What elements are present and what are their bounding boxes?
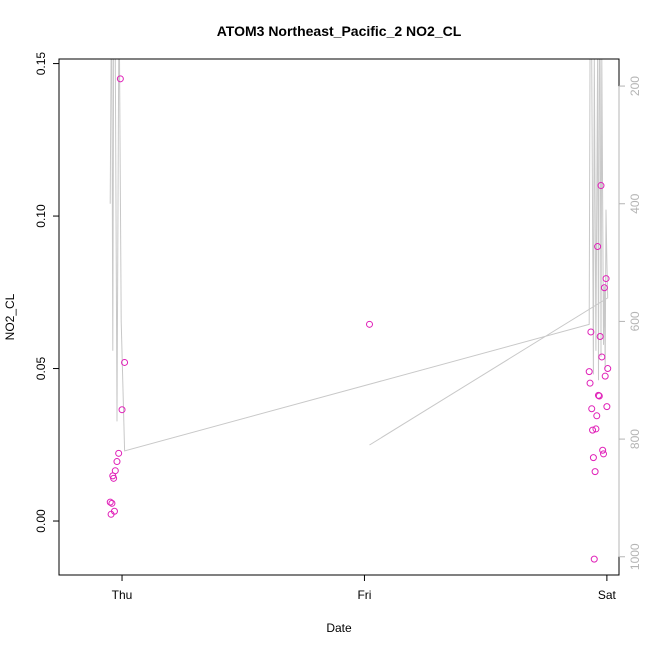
data-point: [594, 243, 602, 251]
y2-tick-label: 400: [628, 193, 642, 213]
data-point: [596, 333, 604, 341]
y2-tick-label: 600: [628, 311, 642, 331]
x-axis-label: Date: [326, 621, 352, 635]
data-point: [118, 406, 126, 414]
y-tick-label: 0.10: [34, 204, 48, 228]
data-point: [588, 405, 596, 413]
data-point: [598, 353, 606, 361]
data-point: [595, 392, 603, 400]
data-point: [366, 320, 374, 328]
data-point: [121, 358, 129, 366]
data-point: [589, 454, 597, 462]
chart-title: ATOM3 Northeast_Pacific_2 NO2_CL: [217, 23, 462, 39]
data-point: [587, 328, 595, 336]
y-tick-label: 0.05: [34, 357, 48, 381]
y2-tick-label: 800: [628, 429, 642, 449]
x-tick-label: Fri: [357, 588, 371, 602]
y-axis-label: NO2_CL: [3, 293, 17, 340]
data-point: [113, 458, 121, 466]
y-tick-label: 0.15: [34, 52, 48, 76]
data-point: [106, 498, 114, 506]
data-point: [592, 425, 600, 433]
data-point: [589, 426, 597, 434]
data-point: [110, 507, 118, 515]
y2-axis: 200 400 600 800 1000: [618, 76, 642, 570]
data-point: [591, 468, 599, 476]
y-axis: 0.00 0.05 0.10 0.15: [34, 52, 60, 533]
data-point: [110, 474, 118, 482]
x-tick-label: Thu: [112, 588, 133, 602]
data-point: [600, 284, 608, 292]
plot-frame: [58, 58, 620, 576]
x-axis: Thu Fri Sat: [112, 575, 617, 602]
data-point: [603, 403, 611, 411]
data-point: [604, 365, 612, 373]
plot-lines: [109, 59, 609, 452]
data-point: [599, 446, 607, 454]
plot-points: [106, 75, 612, 563]
x-tick-label: Sat: [598, 588, 617, 602]
data-point: [590, 555, 598, 563]
data-point: [594, 391, 602, 399]
data-point: [593, 412, 601, 420]
data-point: [602, 275, 610, 283]
data-point: [108, 499, 116, 507]
data-point: [116, 75, 124, 83]
y-tick-label: 0.00: [34, 509, 48, 533]
data-point: [600, 450, 608, 458]
data-point: [597, 182, 605, 190]
data-point: [111, 467, 119, 475]
y2-tick-label: 200: [628, 76, 642, 96]
data-point: [586, 379, 594, 387]
data-point: [115, 449, 123, 457]
series-line: [109, 59, 609, 452]
data-point: [585, 368, 593, 376]
y2-tick-label: 1000: [628, 543, 642, 570]
data-point: [601, 372, 609, 380]
